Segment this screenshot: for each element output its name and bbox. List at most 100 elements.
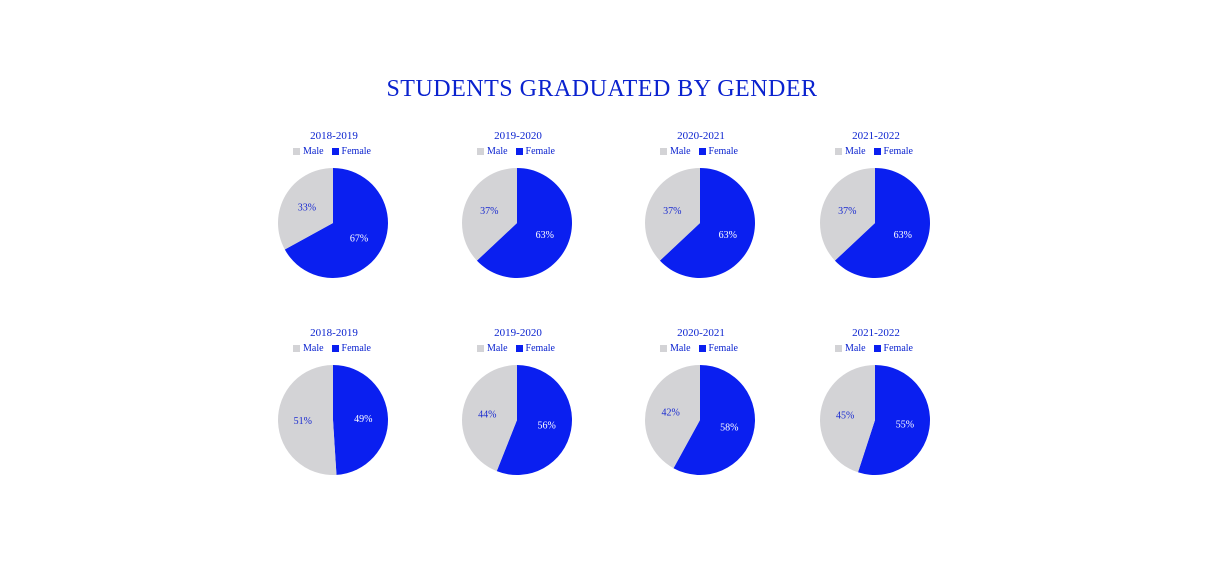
- chart-title: 2019-2020: [494, 130, 542, 142]
- slice-label-female: 63%: [719, 230, 737, 241]
- legend-swatch-female: [331, 345, 339, 352]
- slice-male: [277, 365, 337, 475]
- legend-label-male: Male: [670, 343, 691, 354]
- slice-female: [333, 365, 388, 475]
- legend-label-male: Male: [303, 146, 324, 157]
- legend-label-female: Female: [708, 146, 738, 157]
- chart-title: 2018-2019: [310, 327, 358, 339]
- legend-label-male: Male: [845, 343, 866, 354]
- legend-label-male: Male: [487, 146, 508, 157]
- legend-item-female: Female: [873, 146, 913, 157]
- slice-label-male: 37%: [480, 206, 498, 217]
- legend-swatch-female: [873, 345, 881, 352]
- slice-male: [820, 168, 875, 261]
- legend: Male Female: [244, 146, 424, 157]
- legend-item-female: Female: [873, 343, 913, 354]
- pie: 63% 37%: [820, 168, 930, 278]
- legend-swatch-male: [835, 148, 842, 155]
- pie: 63% 37%: [645, 168, 755, 278]
- pie: 56% 44%: [462, 365, 572, 475]
- legend-label-male: Male: [845, 146, 866, 157]
- chart-title: 2020-2021: [677, 130, 725, 142]
- legend-item-male: Male: [835, 343, 866, 354]
- slice-label-male: 44%: [478, 409, 496, 420]
- slice-female: [834, 168, 930, 278]
- pie: 67% 33%: [278, 168, 388, 278]
- legend-swatch-male: [293, 148, 300, 155]
- chart-title: 2021-2022: [852, 130, 900, 142]
- pie: 49% 51%: [277, 365, 388, 475]
- legend-swatch-female: [698, 148, 706, 155]
- legend-label-male: Male: [670, 146, 691, 157]
- pie-chart-8: 2021-2022 Male Female 55% 45%: [786, 327, 966, 487]
- legend: Male Female: [786, 343, 966, 354]
- legend: Male Female: [244, 343, 424, 354]
- pie: 55% 45%: [820, 365, 930, 475]
- legend: Male Female: [786, 146, 966, 157]
- legend: Male Female: [611, 146, 791, 157]
- pie: 58% 42%: [645, 365, 755, 475]
- pie-chart-1: 2018-2019 Male Female 67% 33%: [244, 130, 424, 290]
- legend-item-female: Female: [698, 343, 738, 354]
- slice-male: [645, 168, 700, 261]
- legend: Male Female: [428, 343, 608, 354]
- slice-label-male: 42%: [662, 407, 680, 418]
- slice-label-female: 49%: [354, 414, 372, 425]
- legend-label-female: Female: [341, 146, 371, 157]
- legend-swatch-female: [515, 148, 523, 155]
- slice-label-male: 45%: [836, 410, 854, 421]
- legend-item-female: Female: [331, 343, 371, 354]
- legend-label-female: Female: [525, 146, 555, 157]
- legend-swatch-female: [698, 345, 706, 352]
- slice-label-female: 56%: [538, 421, 556, 432]
- legend-item-female: Female: [698, 146, 738, 157]
- legend-item-male: Male: [477, 343, 508, 354]
- chart-title: 2019-2020: [494, 327, 542, 339]
- slice-label-female: 55%: [896, 420, 914, 431]
- slice-female: [659, 168, 755, 278]
- legend-swatch-male: [293, 345, 300, 352]
- pie-chart-6: 2019-2020 Male Female 56% 44%: [428, 327, 608, 487]
- legend-swatch-female: [873, 148, 881, 155]
- legend-swatch-male: [660, 148, 667, 155]
- legend-item-male: Male: [477, 146, 508, 157]
- pie-chart-5: 2018-2019 Male Female 49% 51%: [244, 327, 424, 487]
- legend-swatch-male: [477, 148, 484, 155]
- legend: Male Female: [428, 146, 608, 157]
- slice-male: [820, 365, 875, 473]
- legend-label-female: Female: [883, 146, 913, 157]
- slice-label-male: 33%: [298, 203, 316, 214]
- legend-label-male: Male: [487, 343, 508, 354]
- legend-item-male: Male: [660, 146, 691, 157]
- slice-female: [284, 168, 388, 278]
- pie-chart-7: 2020-2021 Male Female 58% 42%: [611, 327, 791, 487]
- pie: 63% 37%: [462, 168, 572, 278]
- legend-label-male: Male: [303, 343, 324, 354]
- slice-label-female: 67%: [350, 233, 368, 244]
- legend-label-female: Female: [883, 343, 913, 354]
- slice-label-female: 63%: [894, 230, 912, 241]
- slice-male: [278, 168, 333, 250]
- slice-female: [476, 168, 572, 278]
- chart-title: 2018-2019: [310, 130, 358, 142]
- legend-item-female: Female: [515, 146, 555, 157]
- legend-swatch-female: [515, 345, 523, 352]
- legend: Male Female: [611, 343, 791, 354]
- legend-swatch-female: [331, 148, 339, 155]
- slice-female: [496, 365, 572, 475]
- slice-female: [858, 365, 930, 475]
- legend-swatch-male: [835, 345, 842, 352]
- legend-swatch-male: [477, 345, 484, 352]
- slice-male: [645, 365, 700, 469]
- legend-label-female: Female: [708, 343, 738, 354]
- pie-chart-3: 2020-2021 Male Female 63% 37%: [611, 130, 791, 290]
- slice-label-male: 37%: [663, 206, 681, 217]
- slice-label-male: 37%: [838, 206, 856, 217]
- legend-label-female: Female: [341, 343, 371, 354]
- legend-item-male: Male: [835, 146, 866, 157]
- legend-item-female: Female: [331, 146, 371, 157]
- legend-item-male: Male: [293, 343, 324, 354]
- slice-label-female: 58%: [720, 423, 738, 434]
- legend-label-female: Female: [525, 343, 555, 354]
- pie-chart-4: 2021-2022 Male Female 63% 37%: [786, 130, 966, 290]
